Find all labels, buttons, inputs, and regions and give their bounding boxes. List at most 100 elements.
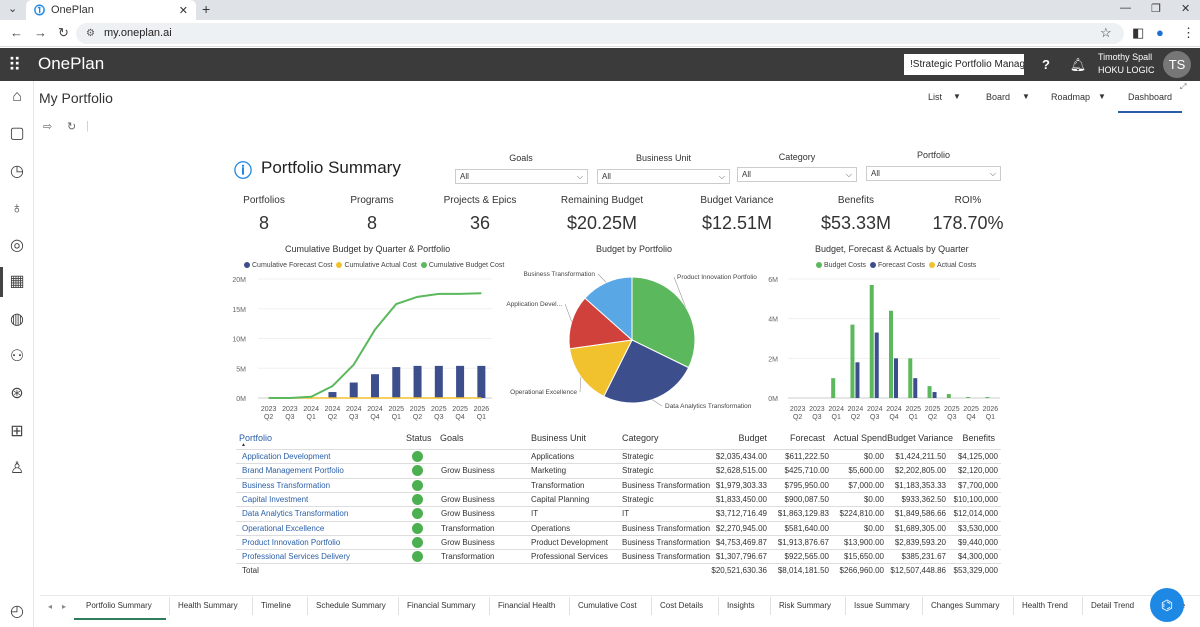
sheet-tab[interactable]: Health Summary: [178, 601, 238, 610]
forward-icon[interactable]: →: [34, 25, 47, 40]
restore-icon[interactable]: ❐: [1151, 3, 1161, 15]
minimize-icon[interactable]: —: [1120, 2, 1131, 14]
bookmark-star-icon[interactable]: ☆: [1100, 25, 1112, 40]
table-cell[interactable]: Professional Services Delivery: [242, 552, 351, 562]
sheet-tab[interactable]: Financial Summary: [407, 601, 476, 610]
profile-icon[interactable]: ●: [1156, 25, 1164, 40]
filter-category-select[interactable]: All ⌵: [737, 167, 857, 182]
globe-icon[interactable]: ◍: [10, 311, 24, 328]
table-cell[interactable]: Business Transformation: [242, 480, 331, 490]
refresh-icon[interactable]: ↻: [67, 121, 77, 133]
col-budget-variance[interactable]: Budget Variance: [887, 433, 953, 443]
timer-icon[interactable]: ◷: [10, 163, 24, 180]
sheet-tab[interactable]: Issue Summary: [854, 601, 910, 610]
table-cell[interactable]: Capital Investment: [242, 494, 309, 504]
sheet-tab[interactable]: Cost Details: [660, 601, 704, 610]
table-cell[interactable]: Product Innovation Portfolio: [242, 537, 341, 547]
legend-dot-budget-costs: [816, 262, 822, 269]
export-icon[interactable]: ⇨: [43, 121, 53, 133]
filter-portfolio-select[interactable]: All ⌵: [866, 166, 1001, 181]
roadmap-caret-icon[interactable]: ▼: [1098, 92, 1106, 101]
sheet-tab[interactable]: Schedule Summary: [316, 601, 386, 610]
sort-asc-icon[interactable]: ▲: [241, 442, 246, 448]
assistant-button[interactable]: ⌬: [1150, 588, 1184, 622]
board-caret-icon[interactable]: ▼: [1022, 92, 1030, 101]
table-cell: $12,014,000: [953, 509, 999, 519]
close-window-icon[interactable]: ✕: [1181, 3, 1191, 15]
x-tick-label: Q3: [812, 414, 821, 421]
pie-label: Application Devel...: [506, 301, 562, 308]
sheet-tab[interactable]: Risk Summary: [779, 601, 832, 610]
col-status[interactable]: Status: [406, 433, 432, 443]
role-selector[interactable]: !Strategic Portfolio Manager: [904, 54, 1024, 75]
chart3-title: Budget, Forecast & Actuals by Quarter: [815, 244, 969, 254]
table-cell[interactable]: Application Development: [242, 452, 331, 461]
back-icon[interactable]: ←: [10, 25, 23, 40]
sheet-tab[interactable]: Portfolio Summary: [86, 601, 152, 610]
sidepanel-icon[interactable]: ◧: [1132, 25, 1145, 40]
close-tab-icon[interactable]: ✕: [178, 4, 188, 17]
expand-icon[interactable]: ⤢: [1180, 82, 1187, 91]
col-forecast[interactable]: Forecast: [789, 433, 825, 443]
browser-tab-title: OnePlan: [51, 4, 94, 16]
filter-business-unit-select[interactable]: All ⌵: [597, 169, 730, 184]
tab-menu-chevron-icon[interactable]: ⌄: [8, 3, 18, 15]
dashboard-icon[interactable]: ▦: [9, 273, 25, 290]
user-icon[interactable]: ♙: [9, 460, 25, 477]
sheet-tab[interactable]: Changes Summary: [931, 601, 1000, 610]
sheet-tab[interactable]: Insights: [727, 601, 755, 610]
x-tick-label: 2025: [963, 406, 979, 413]
sheet-tab[interactable]: Detail Trend: [1091, 601, 1135, 610]
view-roadmap[interactable]: Roadmap: [1051, 92, 1091, 102]
col-actual-spend[interactable]: Actual Spend: [833, 433, 887, 443]
notification-bell-icon[interactable]: 🔔︎: [1069, 57, 1087, 72]
sheet-tab[interactable]: Timeline: [261, 601, 291, 610]
help-button[interactable]: ?: [1042, 57, 1050, 72]
app-launcher-icon[interactable]: ⠿: [8, 55, 22, 75]
col-category[interactable]: Category: [622, 433, 659, 443]
avatar[interactable]: TS: [1163, 51, 1191, 78]
view-dashboard[interactable]: Dashboard: [1118, 89, 1182, 113]
sheet-tab[interactable]: Cumulative Cost: [578, 601, 637, 610]
table-cell: $2,839,593.20: [894, 537, 946, 547]
people-icon[interactable]: ⚇: [9, 348, 25, 365]
sheet-tab-bar: ◂ ▸: [40, 595, 1200, 620]
lightbulb-icon[interactable]: ♁: [11, 200, 23, 217]
url-field[interactable]: ⚙ my.oneplan.ai: [76, 23, 1124, 44]
sheet-tab[interactable]: Financial Health: [498, 601, 556, 610]
site-info-icon[interactable]: ⚙: [86, 28, 95, 39]
sheet-prev-icon[interactable]: ◂: [48, 602, 53, 611]
clock-icon[interactable]: ◴: [10, 603, 24, 620]
sheet-next-icon[interactable]: ▸: [62, 602, 67, 611]
money-icon[interactable]: ⊛: [10, 385, 24, 402]
reload-icon[interactable]: ↻: [58, 25, 69, 40]
col-goals[interactable]: Goals: [440, 433, 464, 443]
briefcase-icon[interactable]: ▢: [9, 125, 25, 142]
sheet-tab[interactable]: Health Trend: [1022, 601, 1068, 610]
browser-tab[interactable]: ⓵ OnePlan ✕: [26, 0, 196, 20]
user-info[interactable]: Timothy Spall HOKU LOGIC: [1098, 51, 1155, 77]
x-tick-label: Q2: [928, 414, 937, 421]
home-icon[interactable]: ⌂: [12, 88, 22, 105]
browser-menu-icon[interactable]: ⋮: [1182, 25, 1195, 40]
filter-goals-select[interactable]: All ⌵: [455, 169, 588, 184]
col-business-unit[interactable]: Business Unit: [531, 433, 587, 443]
table-cell[interactable]: Brand Management Portfolio: [242, 466, 344, 476]
series-bar: [874, 332, 879, 398]
chart2-budget-pie: Product Innovation Portfolio Data Analyti…: [506, 271, 757, 410]
chart3-legend: Budget Costs Forecast Costs Actual Costs: [814, 262, 976, 269]
org-chart-icon[interactable]: ⊞: [10, 423, 24, 440]
sheet-tab-divider: [252, 597, 253, 615]
table-cell: Operations: [531, 523, 571, 533]
view-board[interactable]: Board: [986, 92, 1011, 102]
view-list[interactable]: List: [928, 92, 943, 102]
new-tab-icon[interactable]: +: [202, 1, 211, 17]
target-icon[interactable]: ◎: [10, 237, 24, 254]
col-benefits[interactable]: Benefits: [962, 433, 995, 443]
sheet-tab-divider: [845, 597, 846, 615]
list-caret-icon[interactable]: ▼: [953, 92, 961, 101]
col-budget[interactable]: Budget: [738, 433, 767, 443]
col-portfolio[interactable]: Portfolio: [239, 433, 273, 443]
table-cell[interactable]: Data Analytics Transformation: [242, 509, 349, 519]
table-cell[interactable]: Operational Excellence: [242, 523, 325, 533]
